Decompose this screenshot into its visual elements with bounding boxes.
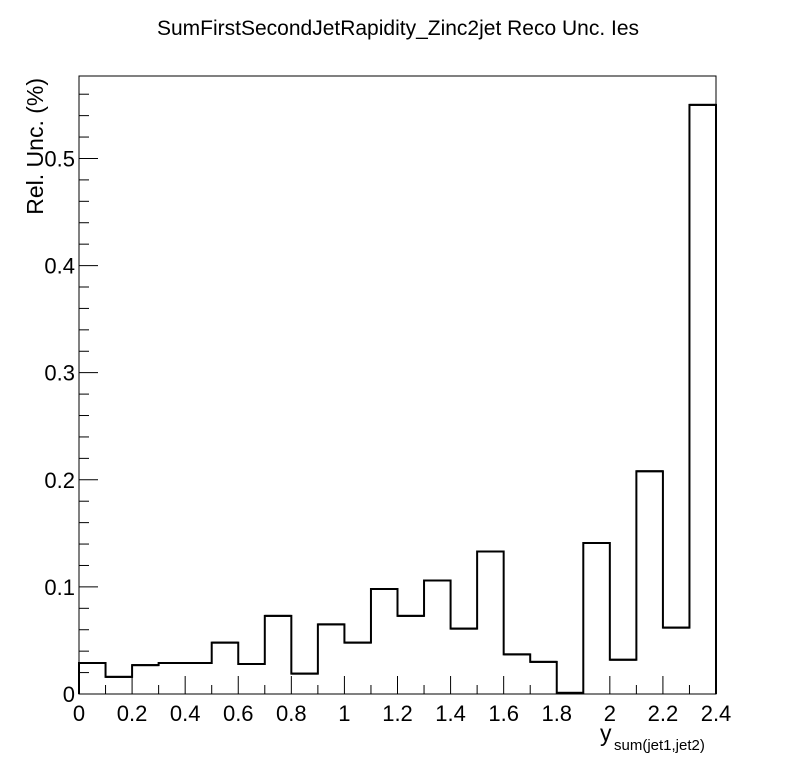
x-tick-label: 1.6: [488, 701, 519, 726]
x-tick-label: 1.8: [541, 701, 572, 726]
x-tick-label: 0: [73, 701, 85, 726]
y-tick-label: 0.3: [44, 361, 75, 386]
y-axis-label: Rel. Unc. (%): [22, 78, 48, 215]
x-axis-label: y: [600, 720, 612, 746]
y-tick-label: 0.2: [44, 468, 75, 493]
y-tick-label: 0.5: [44, 146, 75, 171]
histogram-series: [78, 103, 717, 694]
y-tick-label: 0.1: [44, 575, 75, 600]
x-tick-label: 0.4: [170, 701, 201, 726]
x-tick-label: 0.8: [276, 701, 307, 726]
x-tick-label: 2.2: [648, 701, 679, 726]
y-tick-label: 0.4: [44, 254, 75, 279]
chart-title: SumFirstSecondJetRapidity_Zinc2jet Reco …: [157, 17, 639, 40]
y-tick-label: 0: [63, 682, 75, 707]
x-tick-label: 1.2: [382, 701, 413, 726]
x-axis-label-subscript: sum(jet1,jet2): [614, 737, 705, 754]
axes-group: 0 0.2 0.4 0.6 0.8 1 1.2 1.4 1.6 1.8 2 2.2 2.4 0 0.1 0.2…: [44, 75, 732, 726]
histogram-outline: [78, 103, 717, 694]
x-tick-label: 2: [604, 701, 616, 726]
x-tick-label: 1.4: [435, 701, 466, 726]
x-tick-label: 2.4: [701, 701, 732, 726]
x-tick-label: 1: [338, 701, 350, 726]
x-tick-label: 0.6: [223, 701, 254, 726]
x-tick-label: 0.2: [117, 701, 148, 726]
